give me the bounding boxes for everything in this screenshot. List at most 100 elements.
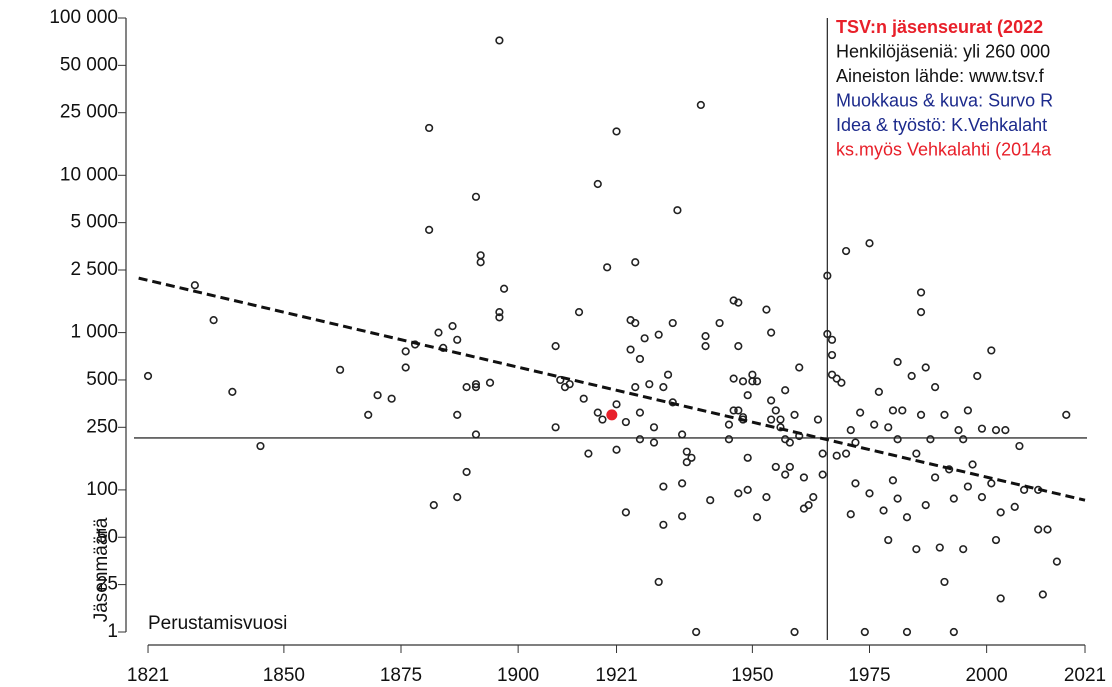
point	[865, 489, 874, 498]
info-line: TSV:n jäsenseurat (2022	[836, 17, 1043, 37]
point	[799, 473, 809, 482]
point	[762, 305, 771, 314]
point	[907, 371, 916, 381]
point	[949, 627, 958, 637]
y-tick-label: 50 000	[60, 54, 118, 75]
point	[973, 371, 982, 381]
point	[940, 410, 949, 419]
point	[373, 391, 382, 400]
point	[593, 179, 602, 189]
point	[143, 371, 153, 381]
y-tick-label: 2 500	[70, 259, 118, 280]
point	[631, 258, 640, 267]
point	[940, 577, 949, 587]
point	[776, 423, 785, 432]
point	[856, 408, 865, 417]
point	[364, 410, 373, 419]
point	[673, 206, 682, 215]
point	[1015, 441, 1024, 451]
point	[1001, 425, 1010, 435]
point	[884, 423, 893, 432]
point	[682, 458, 691, 467]
point	[471, 383, 481, 392]
info-line: Henkilöjäseniä: yli 260 000	[836, 41, 1050, 61]
point	[668, 318, 677, 328]
point	[968, 460, 977, 469]
point	[701, 342, 710, 351]
point	[635, 435, 645, 444]
point	[991, 425, 1001, 435]
point	[767, 415, 776, 424]
x-tick-label: 1850	[263, 665, 305, 686]
point	[734, 489, 743, 498]
point	[584, 449, 593, 458]
point	[485, 378, 495, 387]
point	[996, 508, 1005, 517]
point	[425, 225, 434, 234]
point	[738, 377, 748, 386]
point	[565, 380, 574, 389]
point	[453, 410, 462, 419]
point	[874, 387, 883, 396]
y-tick-label: 1	[107, 621, 118, 642]
highlight-point	[606, 409, 618, 421]
point	[743, 453, 752, 462]
point	[715, 318, 724, 328]
y-tick-label: 10 000	[60, 164, 118, 185]
point	[696, 100, 705, 110]
point	[649, 423, 659, 432]
point	[579, 394, 588, 403]
point	[631, 383, 640, 392]
point	[827, 335, 837, 344]
y-tick-label: 100 000	[49, 7, 118, 28]
point	[724, 420, 734, 429]
point	[963, 406, 972, 415]
point	[771, 406, 780, 415]
point	[912, 449, 921, 458]
x-tick-label: 2000	[965, 665, 1007, 686]
point	[837, 378, 846, 387]
point	[462, 467, 471, 477]
point	[631, 318, 640, 328]
point	[827, 370, 837, 379]
point	[827, 350, 837, 360]
point	[809, 492, 818, 502]
trend-line	[138, 276, 1086, 502]
point	[654, 577, 663, 587]
point	[743, 391, 752, 400]
point	[846, 425, 855, 435]
point	[790, 410, 799, 419]
point	[841, 246, 851, 256]
point	[598, 415, 607, 424]
point	[499, 284, 509, 293]
point	[734, 298, 743, 307]
point	[977, 424, 987, 433]
point	[921, 363, 930, 372]
point	[336, 365, 345, 374]
point	[930, 383, 940, 392]
point	[987, 479, 996, 488]
point	[434, 328, 443, 337]
point	[471, 192, 481, 201]
point	[823, 329, 832, 339]
point	[668, 398, 677, 407]
point	[645, 380, 654, 389]
point	[603, 263, 612, 272]
point	[453, 335, 462, 344]
point	[256, 441, 265, 451]
point	[865, 239, 874, 248]
point	[888, 406, 898, 415]
info-line: Idea & työstö: K.Vehkalaht	[836, 115, 1047, 135]
point	[734, 342, 743, 351]
point	[767, 396, 776, 405]
point	[621, 508, 630, 517]
point	[1043, 525, 1052, 534]
point	[963, 482, 972, 491]
point	[635, 408, 645, 417]
point	[959, 435, 968, 444]
point	[659, 482, 668, 491]
point	[495, 36, 504, 45]
point	[916, 410, 926, 419]
point	[813, 415, 823, 424]
x-axis-label: Perustamisvuosi	[148, 613, 287, 634]
